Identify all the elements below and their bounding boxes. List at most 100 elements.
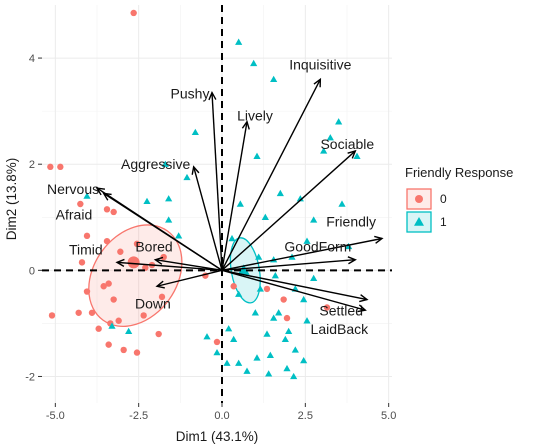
legend-entries: 01 bbox=[406, 188, 447, 233]
legend-entry-1: 1 bbox=[406, 211, 447, 233]
variable-arrow: Friendly bbox=[221, 213, 384, 272]
variable-arrow: GoodForm bbox=[221, 239, 357, 272]
data-point-group-0 bbox=[263, 285, 271, 293]
data-point-group-0 bbox=[133, 349, 141, 356]
confidence-ellipse-0 bbox=[88, 224, 183, 328]
variable-arrow: Aggressive bbox=[121, 156, 223, 271]
data-point-group-0 bbox=[57, 163, 64, 171]
legend-label: 1 bbox=[440, 215, 447, 229]
confidence-ellipses bbox=[88, 224, 261, 328]
data-point-group-1 bbox=[236, 200, 244, 207]
data-point-group-0 bbox=[120, 346, 127, 354]
individual-points bbox=[47, 9, 361, 380]
data-point-group-1 bbox=[213, 348, 221, 356]
data-point-group-1 bbox=[296, 195, 304, 202]
variable-arrow: Pushy bbox=[171, 86, 223, 271]
variable-label: Friendly bbox=[326, 213, 376, 229]
data-point-group-1 bbox=[276, 189, 284, 197]
variable-label: Afraid bbox=[56, 206, 93, 222]
data-point-group-1 bbox=[338, 200, 346, 207]
legend: Friendly Response 01 bbox=[405, 165, 513, 233]
axis-ticks: -5.0 -2.5 0.0 2.5 5.0 -2 0 2 4 bbox=[25, 53, 396, 422]
arrow-shaft bbox=[156, 269, 223, 287]
data-point-group-1 bbox=[303, 317, 311, 324]
data-point-group-1 bbox=[270, 75, 278, 82]
data-point-group-0 bbox=[110, 208, 117, 216]
data-point-group-0 bbox=[160, 253, 167, 261]
data-point-group-1 bbox=[251, 309, 259, 316]
data-point-group-0 bbox=[323, 304, 331, 311]
y-tick-label: 4 bbox=[29, 53, 35, 65]
variable-arrow: Sociable bbox=[221, 136, 374, 271]
legend-title: Friendly Response bbox=[405, 165, 513, 180]
data-point-group-1 bbox=[275, 309, 283, 316]
arrow-head bbox=[102, 192, 112, 201]
data-point-group-1 bbox=[243, 367, 251, 374]
data-point-group-1 bbox=[255, 253, 263, 260]
data-point-group-1 bbox=[143, 197, 151, 205]
data-point-group-1 bbox=[191, 128, 199, 136]
arrow-shaft bbox=[221, 121, 248, 271]
variable-label: Aggressive bbox=[121, 156, 190, 172]
data-point-group-1 bbox=[250, 59, 258, 67]
data-point-group-0 bbox=[158, 293, 166, 301]
arrow-head bbox=[374, 235, 384, 244]
arrow-shaft bbox=[211, 92, 223, 271]
arrow-head bbox=[357, 304, 367, 313]
data-point-group-1 bbox=[253, 354, 261, 361]
variable-label: LaidBack bbox=[311, 321, 370, 337]
data-point-group-1 bbox=[291, 346, 299, 353]
data-point-group-1 bbox=[225, 325, 233, 332]
group-centroid-1 bbox=[237, 264, 250, 275]
data-point-group-1 bbox=[290, 372, 298, 380]
data-point-group-0 bbox=[142, 264, 149, 271]
variable-arrows: Inquisitive Pushy Lively Sociable Aggressive… bbox=[47, 56, 384, 337]
arrow-head bbox=[115, 258, 125, 267]
data-point-group-1 bbox=[235, 290, 243, 297]
data-point-group-1 bbox=[271, 272, 279, 279]
data-point-group-0 bbox=[130, 9, 137, 17]
variable-arrow: Inquisitive bbox=[221, 56, 352, 271]
data-point-group-0 bbox=[133, 240, 141, 247]
arrow-head bbox=[359, 294, 369, 303]
y-tick-label: 2 bbox=[29, 159, 35, 171]
data-point-group-1 bbox=[235, 38, 243, 45]
y-axis-label: Dim2 (13.8%) bbox=[4, 158, 19, 241]
x-axis-label: Dim1 (43.1%) bbox=[176, 429, 259, 444]
arrow-head bbox=[153, 256, 164, 265]
arrow-shaft bbox=[116, 261, 223, 272]
data-point-group-0 bbox=[105, 341, 112, 348]
arrow-head bbox=[208, 90, 217, 101]
data-point-group-0 bbox=[95, 325, 102, 332]
data-point-group-1 bbox=[261, 213, 269, 220]
variable-label: Timid bbox=[69, 241, 103, 257]
arrow-shaft bbox=[103, 192, 223, 271]
variable-arrow: Down bbox=[135, 269, 223, 311]
data-point-group-0 bbox=[283, 314, 291, 322]
data-point-group-0 bbox=[100, 283, 107, 290]
data-point-group-1 bbox=[230, 335, 238, 343]
data-point-group-0 bbox=[105, 280, 112, 287]
data-point-group-1 bbox=[300, 295, 308, 303]
arrow-head bbox=[241, 120, 250, 130]
x-tick-label: 2.5 bbox=[298, 410, 313, 422]
data-point-group-0 bbox=[83, 288, 91, 295]
arrow-shaft bbox=[221, 269, 368, 301]
data-point-group-1 bbox=[183, 173, 191, 181]
variable-label: Inquisitive bbox=[289, 56, 351, 72]
x-tick-label: -5.0 bbox=[46, 410, 65, 422]
data-point-group-0 bbox=[77, 200, 84, 208]
data-point-group-0 bbox=[140, 312, 147, 319]
data-point-group-1 bbox=[310, 216, 318, 223]
data-point-group-0 bbox=[115, 317, 122, 324]
data-point-group-1 bbox=[263, 330, 271, 337]
data-point-group-1 bbox=[165, 216, 173, 223]
data-point-group-1 bbox=[353, 152, 361, 159]
data-point-group-0 bbox=[103, 206, 111, 213]
legend-entry-0: 0 bbox=[406, 188, 447, 210]
data-point-group-1 bbox=[228, 234, 236, 242]
data-point-group-0 bbox=[280, 296, 287, 303]
data-point-group-1 bbox=[235, 359, 243, 366]
arrow-shaft bbox=[221, 259, 356, 272]
